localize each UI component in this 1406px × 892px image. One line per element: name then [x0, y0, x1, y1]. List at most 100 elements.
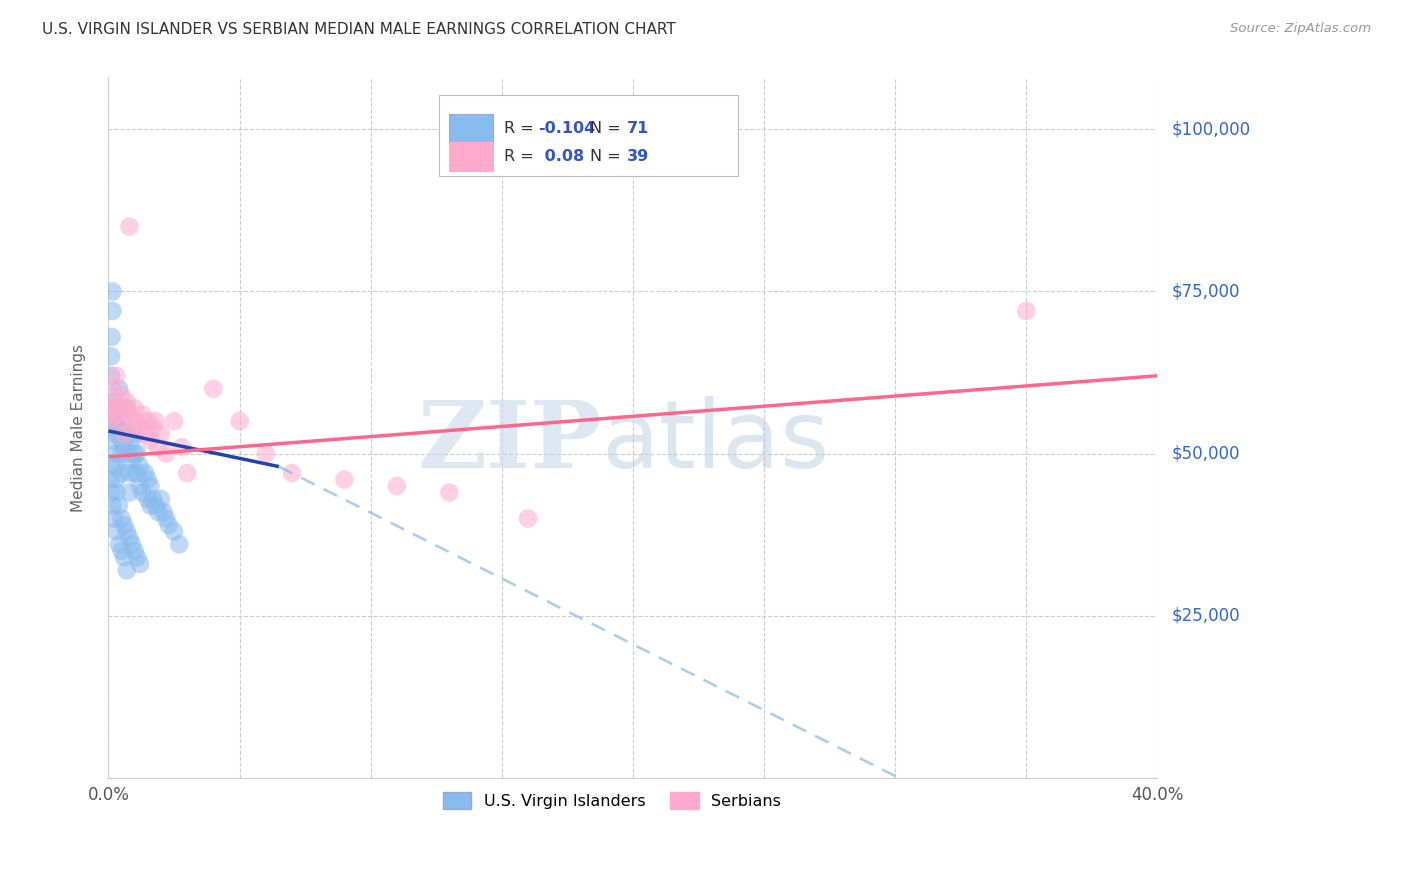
Legend: U.S. Virgin Islanders, Serbians: U.S. Virgin Islanders, Serbians	[436, 786, 787, 815]
Point	[176, 466, 198, 480]
Point	[105, 447, 128, 461]
Y-axis label: Median Male Earnings: Median Male Earnings	[72, 343, 86, 512]
Point	[155, 511, 177, 525]
Point	[105, 524, 128, 539]
Point	[110, 466, 132, 480]
Point	[131, 408, 153, 422]
Point	[385, 479, 408, 493]
Point	[163, 524, 186, 539]
Point	[100, 473, 122, 487]
Point	[112, 550, 135, 565]
Point	[112, 518, 135, 533]
Point	[148, 505, 170, 519]
Point	[142, 491, 165, 506]
Point	[112, 414, 135, 428]
Text: 71: 71	[627, 121, 650, 136]
Point	[139, 499, 162, 513]
Point	[103, 434, 125, 448]
Point	[105, 485, 128, 500]
Point	[103, 511, 125, 525]
Text: N =: N =	[591, 149, 626, 164]
Point	[139, 479, 162, 493]
Point	[202, 382, 225, 396]
Point	[134, 427, 156, 442]
Point	[110, 434, 132, 448]
Point	[439, 485, 461, 500]
Text: 0.08: 0.08	[538, 149, 583, 164]
Text: R =: R =	[503, 149, 538, 164]
Point	[145, 414, 167, 428]
Point	[129, 557, 152, 571]
Point	[105, 473, 128, 487]
Point	[142, 420, 165, 434]
Point	[127, 550, 149, 565]
Point	[129, 479, 152, 493]
Point	[101, 304, 124, 318]
Point	[110, 544, 132, 558]
Point	[136, 414, 159, 428]
Point	[517, 511, 540, 525]
Point	[134, 466, 156, 480]
Point	[100, 485, 122, 500]
Point	[103, 394, 125, 409]
Point	[121, 453, 143, 467]
Point	[112, 401, 135, 416]
Text: N =: N =	[591, 121, 626, 136]
Point	[124, 544, 146, 558]
FancyBboxPatch shape	[450, 114, 494, 144]
Point	[129, 420, 152, 434]
Point	[115, 394, 138, 409]
Point	[100, 401, 122, 416]
Point	[152, 505, 174, 519]
Point	[155, 447, 177, 461]
Point	[118, 408, 141, 422]
Point	[110, 511, 132, 525]
Point	[108, 420, 131, 434]
Point	[104, 414, 127, 428]
Point	[149, 427, 172, 442]
Point	[136, 491, 159, 506]
Point	[157, 518, 180, 533]
Text: 39: 39	[627, 149, 650, 164]
Point	[136, 473, 159, 487]
Point	[124, 447, 146, 461]
Point	[100, 368, 122, 383]
Point	[127, 414, 149, 428]
Point	[254, 447, 277, 461]
Point	[105, 408, 128, 422]
Point	[124, 427, 146, 442]
Point	[105, 459, 128, 474]
Point	[127, 466, 149, 480]
Point	[333, 473, 356, 487]
Point	[281, 466, 304, 480]
FancyBboxPatch shape	[450, 142, 494, 171]
Point	[108, 499, 131, 513]
Point	[149, 491, 172, 506]
Point	[124, 401, 146, 416]
Point	[101, 285, 124, 299]
Point	[101, 499, 124, 513]
Point	[129, 459, 152, 474]
Point	[118, 447, 141, 461]
Point	[121, 434, 143, 448]
Point	[108, 401, 131, 416]
FancyBboxPatch shape	[439, 95, 738, 176]
Point	[115, 524, 138, 539]
Text: U.S. VIRGIN ISLANDER VS SERBIAN MEDIAN MALE EARNINGS CORRELATION CHART: U.S. VIRGIN ISLANDER VS SERBIAN MEDIAN M…	[42, 22, 676, 37]
Point	[163, 414, 186, 428]
Point	[100, 349, 122, 363]
Point	[145, 499, 167, 513]
Point	[170, 440, 193, 454]
Text: $100,000: $100,000	[1171, 120, 1250, 138]
Point	[110, 447, 132, 461]
Point	[148, 440, 170, 454]
Text: -0.104: -0.104	[538, 121, 596, 136]
Point	[105, 427, 128, 442]
Point	[139, 434, 162, 448]
Point	[121, 420, 143, 434]
Point	[108, 537, 131, 551]
Point	[108, 401, 131, 416]
Point	[228, 414, 250, 428]
Point	[110, 414, 132, 428]
Point	[112, 440, 135, 454]
